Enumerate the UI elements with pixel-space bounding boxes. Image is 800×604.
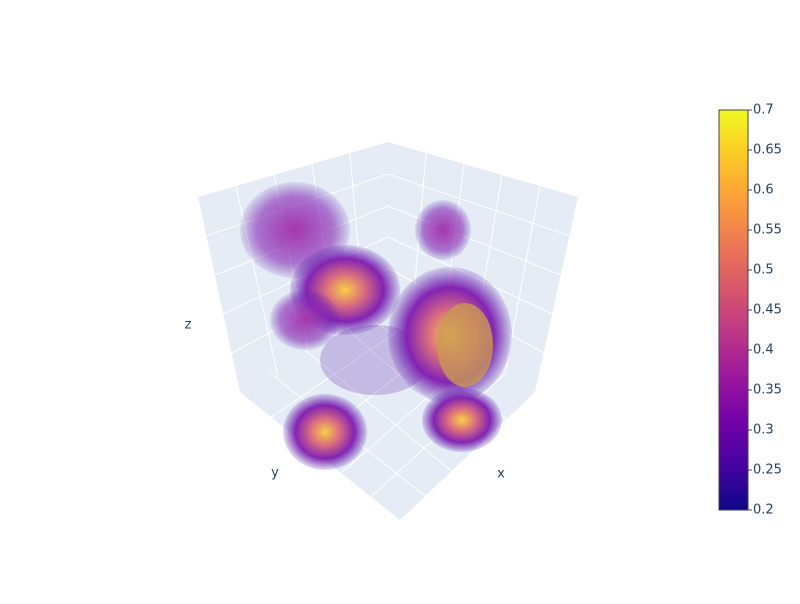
colorbar-tick-label: 0.6 (753, 183, 774, 198)
colorbar (718, 109, 749, 511)
scene: x y z (185, 142, 578, 520)
colorbar-tick-label: 0.3 (753, 423, 774, 438)
y-axis-title: y (271, 466, 279, 481)
x-axis-title: x (497, 467, 505, 482)
colorbar-tick-label: 0.65 (753, 143, 782, 158)
colorbar-tick-label: 0.2 (753, 503, 774, 518)
colorbar-tick-label: 0.45 (753, 303, 782, 318)
colorbar-tick-label: 0.25 (753, 463, 782, 478)
colorbar-tick-label: 0.7 (753, 103, 774, 118)
volume-render (240, 182, 512, 470)
colorbar-tick-label: 0.55 (753, 223, 782, 238)
z-axis-title: z (185, 318, 192, 333)
colorbar-tick-label: 0.5 (753, 263, 774, 278)
colorbar-tick-label: 0.4 (753, 343, 774, 358)
colorbar-tick-label: 0.35 (753, 383, 782, 398)
